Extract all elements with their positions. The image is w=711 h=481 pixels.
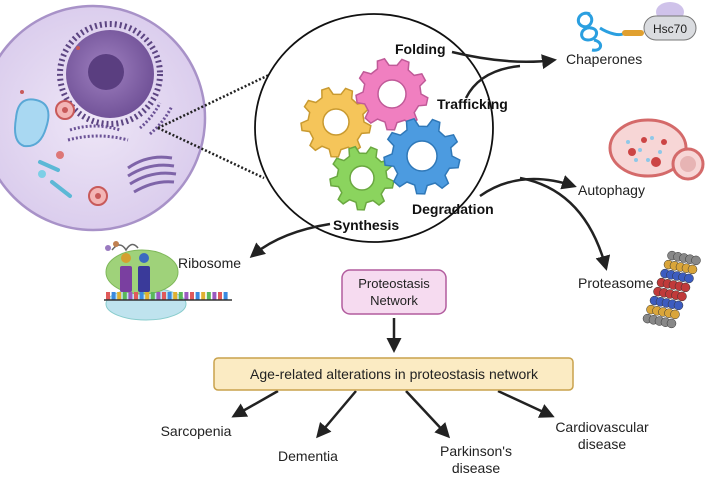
mrna-nucleotide (223, 292, 228, 300)
alterations-box (213, 357, 574, 391)
proteasome-subunit (673, 300, 684, 311)
gear-yellow (300, 86, 372, 158)
disease-parkinsons-line2: disease (452, 460, 500, 476)
disease-parkinsons-line1: Parkinson's (440, 443, 512, 459)
gear-pink (355, 57, 429, 131)
label-folding: Folding (395, 41, 446, 57)
arrows (231, 50, 611, 439)
gears-group (300, 57, 461, 211)
label-synthesis: Synthesis (333, 217, 399, 233)
cell-illustration (0, 4, 207, 232)
disease-dementia: Dementia (278, 448, 338, 464)
alterations-label: Age-related alterations in proteostasis … (250, 366, 539, 382)
network-line1: Proteostasis (358, 276, 430, 291)
label-chaperones: Chaperones (566, 51, 642, 67)
arrow-to-sarcopenia (231, 389, 279, 418)
disease-sarcopenia: Sarcopenia (161, 423, 232, 439)
mrna-nucleotide (201, 292, 206, 300)
network-line2: Network (370, 293, 418, 308)
endoplasmic-reticulum (67, 102, 174, 142)
mrna-nucleotide (156, 292, 161, 300)
arrow-to-dementia (316, 390, 357, 439)
mrna-nucleotide (195, 292, 200, 300)
arrow-to-parkinsons (405, 390, 451, 439)
mrna-nucleotide (206, 292, 211, 300)
gear-blue (383, 117, 461, 195)
label-proteasome: Proteasome (578, 275, 654, 291)
mrna-nucleotide (178, 292, 183, 300)
mrna-nucleotide (184, 292, 189, 300)
label-autophagy: Autophagy (578, 182, 645, 198)
arrow-to-ribosome (249, 222, 331, 258)
label-trafficking: Trafficking (437, 96, 508, 112)
arrow-trafficking-join (464, 64, 521, 99)
proteasome-subunit (687, 264, 698, 275)
proteasome-subunit (670, 309, 680, 320)
lysosomes (55, 100, 108, 206)
proteasome-illustration (642, 250, 701, 329)
ribosome-illustration (104, 241, 232, 321)
chaperone-illustration: Hsc70 (576, 2, 697, 52)
label-degradation: Degradation (412, 201, 494, 217)
arrow-to-cardiovascular (497, 389, 555, 418)
mrna-nucleotide (117, 292, 122, 300)
disease-cardio-line1: Cardiovascular (555, 419, 649, 435)
mrna-nucleotide (218, 292, 222, 300)
mrna-nucleotide (190, 292, 194, 300)
cytoskeleton (38, 160, 72, 198)
label-ribosome: Ribosome (178, 255, 241, 271)
mrna-nucleotide (162, 292, 166, 300)
proteasome-subunit (666, 318, 677, 329)
mrna-nucleotide (212, 292, 217, 300)
arrow-to-proteasome (519, 176, 611, 271)
mrna-nucleotide (111, 292, 116, 300)
disease-cardio-line2: disease (578, 436, 626, 452)
mrna-nucleotide (128, 292, 133, 300)
autophagosome-illustration (608, 118, 705, 181)
mrna-nucleotide (106, 292, 110, 300)
mrna-nucleotide (122, 292, 127, 300)
hsc70-label: Hsc70 (653, 22, 687, 36)
mrna-nucleotide (167, 292, 172, 300)
mrna-nucleotide (150, 292, 155, 300)
mrna-nucleotide (134, 292, 138, 300)
mrna-nucleotide (139, 292, 144, 300)
proteostasis-network-box (341, 269, 447, 315)
proteasome-subunit (684, 273, 694, 284)
proteostasis-oval (254, 13, 494, 243)
proteasome-subunit (677, 291, 687, 302)
nucleus (57, 21, 163, 127)
vacuole (14, 98, 50, 148)
mrna-nucleotide (145, 292, 150, 300)
golgi-apparatus (127, 155, 177, 194)
mrna-nucleotide (173, 292, 178, 300)
zoom-lines (157, 60, 297, 180)
arrow-to-chaperones (451, 50, 557, 70)
gear-green (329, 145, 395, 211)
proteasome-subunit (691, 255, 701, 266)
proteasome-subunit (680, 282, 691, 293)
